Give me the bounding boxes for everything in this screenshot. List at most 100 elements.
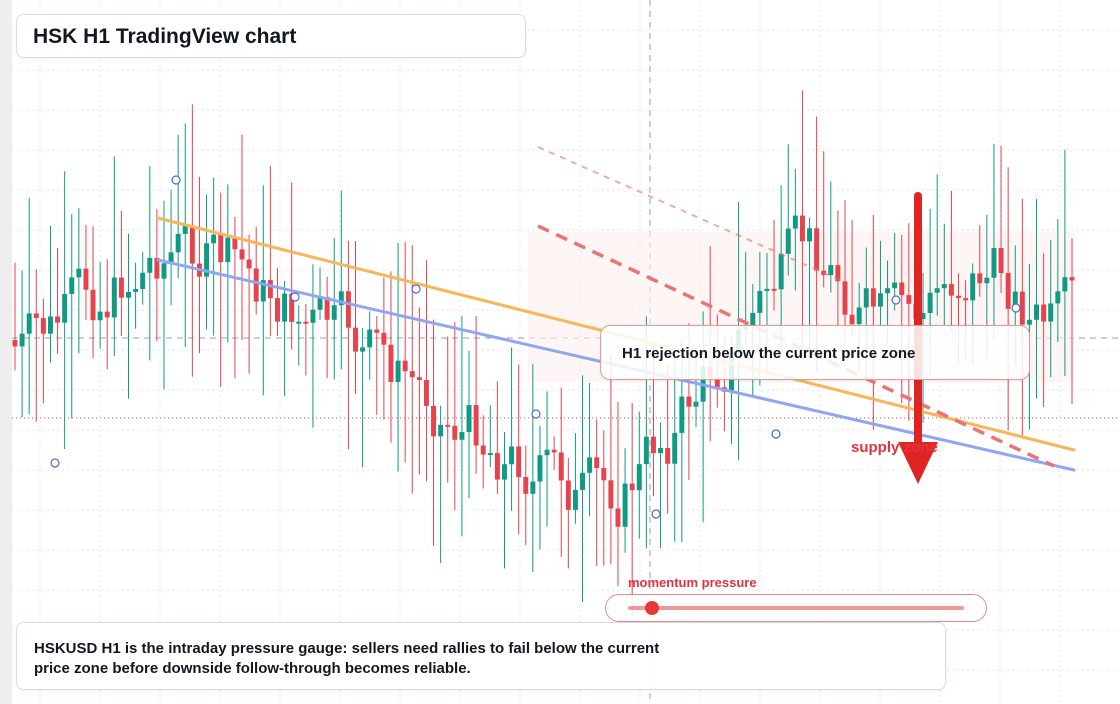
- candle-body: [636, 464, 642, 491]
- candle-body: [402, 360, 408, 372]
- pivot-marker: [171, 175, 181, 185]
- candle-body: [324, 297, 330, 320]
- supply-zone-label: supply zone: [851, 439, 938, 456]
- pivot-marker: [651, 509, 661, 519]
- candle-body: [1005, 273, 1011, 309]
- candle-body: [62, 293, 68, 323]
- candle-body: [1026, 319, 1032, 325]
- candle-body: [211, 234, 217, 244]
- candle-body: [452, 425, 458, 440]
- candle-body: [984, 277, 990, 284]
- note-text: HSKUSD H1 is the intraday pressure gauge…: [34, 640, 660, 677]
- candle-body: [615, 508, 621, 527]
- candle-body: [544, 449, 550, 456]
- candle-body: [807, 228, 813, 242]
- candle-body: [587, 457, 593, 473]
- candle-body: [771, 288, 777, 291]
- candle-body: [395, 360, 401, 383]
- candle-body: [118, 277, 124, 298]
- candle-body: [1019, 291, 1025, 325]
- candle-body: [409, 371, 415, 378]
- candle-body: [523, 477, 529, 494]
- candle-body: [601, 468, 607, 481]
- gauge-thumb[interactable]: [644, 601, 659, 615]
- chart-title: HSK H1 TradingView chart: [33, 25, 297, 48]
- candle-body: [991, 248, 997, 278]
- candle-body: [792, 215, 798, 229]
- candle-body: [317, 297, 323, 310]
- candle-body: [12, 340, 18, 347]
- candle-body: [246, 259, 252, 269]
- candle-body: [565, 480, 571, 510]
- candle-body: [83, 268, 89, 290]
- candle-body: [303, 321, 309, 324]
- note-panel: HSKUSD H1 is the intraday pressure gauge…: [16, 622, 946, 690]
- candle-body: [714, 377, 720, 388]
- candle-body: [161, 263, 167, 279]
- candle-body: [416, 377, 422, 381]
- candle-body: [438, 424, 444, 437]
- candle-body: [76, 268, 82, 278]
- candle-body: [1062, 277, 1068, 292]
- candle-body: [1048, 303, 1054, 322]
- candle-body: [445, 424, 451, 427]
- candle-body: [218, 234, 224, 263]
- gauge-track: [628, 606, 964, 610]
- candle-body: [225, 237, 231, 263]
- candle-body: [650, 436, 656, 454]
- candle-body: [693, 401, 699, 407]
- candle-body: [750, 312, 756, 328]
- candle-body: [388, 344, 394, 383]
- candle-body: [381, 332, 387, 345]
- candle-body: [104, 311, 110, 318]
- candle-body: [594, 457, 600, 469]
- candle-body: [140, 272, 146, 289]
- candle-body: [1069, 277, 1075, 281]
- candle-body: [33, 313, 39, 319]
- candle-body: [1034, 304, 1040, 320]
- momentum-pressure-gauge[interactable]: [605, 594, 987, 622]
- candle-body: [182, 225, 188, 234]
- candle-body: [558, 452, 564, 481]
- candle-body: [90, 289, 96, 321]
- candle-body: [665, 448, 671, 464]
- candle-body: [97, 311, 103, 321]
- pivot-marker: [771, 429, 781, 439]
- candle-body: [977, 273, 983, 284]
- pivot-marker: [50, 458, 60, 468]
- candle-body: [289, 293, 295, 322]
- candle-body: [877, 293, 883, 307]
- candle-body: [282, 293, 288, 322]
- candle-body: [1055, 291, 1061, 304]
- candle-body: [629, 483, 635, 491]
- candle-body: [353, 327, 358, 352]
- candle-body: [345, 291, 351, 328]
- candle-body: [551, 449, 557, 453]
- candle-body: [175, 233, 181, 253]
- candle-body: [232, 237, 238, 250]
- candle-body: [885, 288, 891, 294]
- candle-body: [253, 268, 259, 302]
- candle-body: [360, 347, 366, 352]
- candle-body: [260, 280, 266, 302]
- candle-body: [480, 445, 486, 455]
- candle-body: [679, 396, 685, 433]
- candle-body: [934, 288, 940, 293]
- candle-body: [941, 284, 947, 289]
- candle-body: [856, 307, 862, 325]
- candle-body: [204, 243, 210, 277]
- candle-body: [572, 489, 578, 510]
- candle-body: [970, 273, 976, 301]
- candle-body: [530, 481, 536, 494]
- rejection-callout: H1 rejection below the current price zon…: [600, 325, 1030, 380]
- candle-body: [509, 446, 515, 465]
- candle-body: [338, 291, 344, 306]
- candle-body: [537, 455, 543, 482]
- candle-body: [367, 329, 373, 348]
- momentum-pressure-label: momentum pressure: [628, 575, 757, 590]
- candle-body: [274, 298, 280, 322]
- candle-body: [40, 318, 46, 334]
- candle-body: [828, 265, 834, 276]
- pivot-marker: [411, 284, 421, 294]
- candle-body: [906, 295, 912, 304]
